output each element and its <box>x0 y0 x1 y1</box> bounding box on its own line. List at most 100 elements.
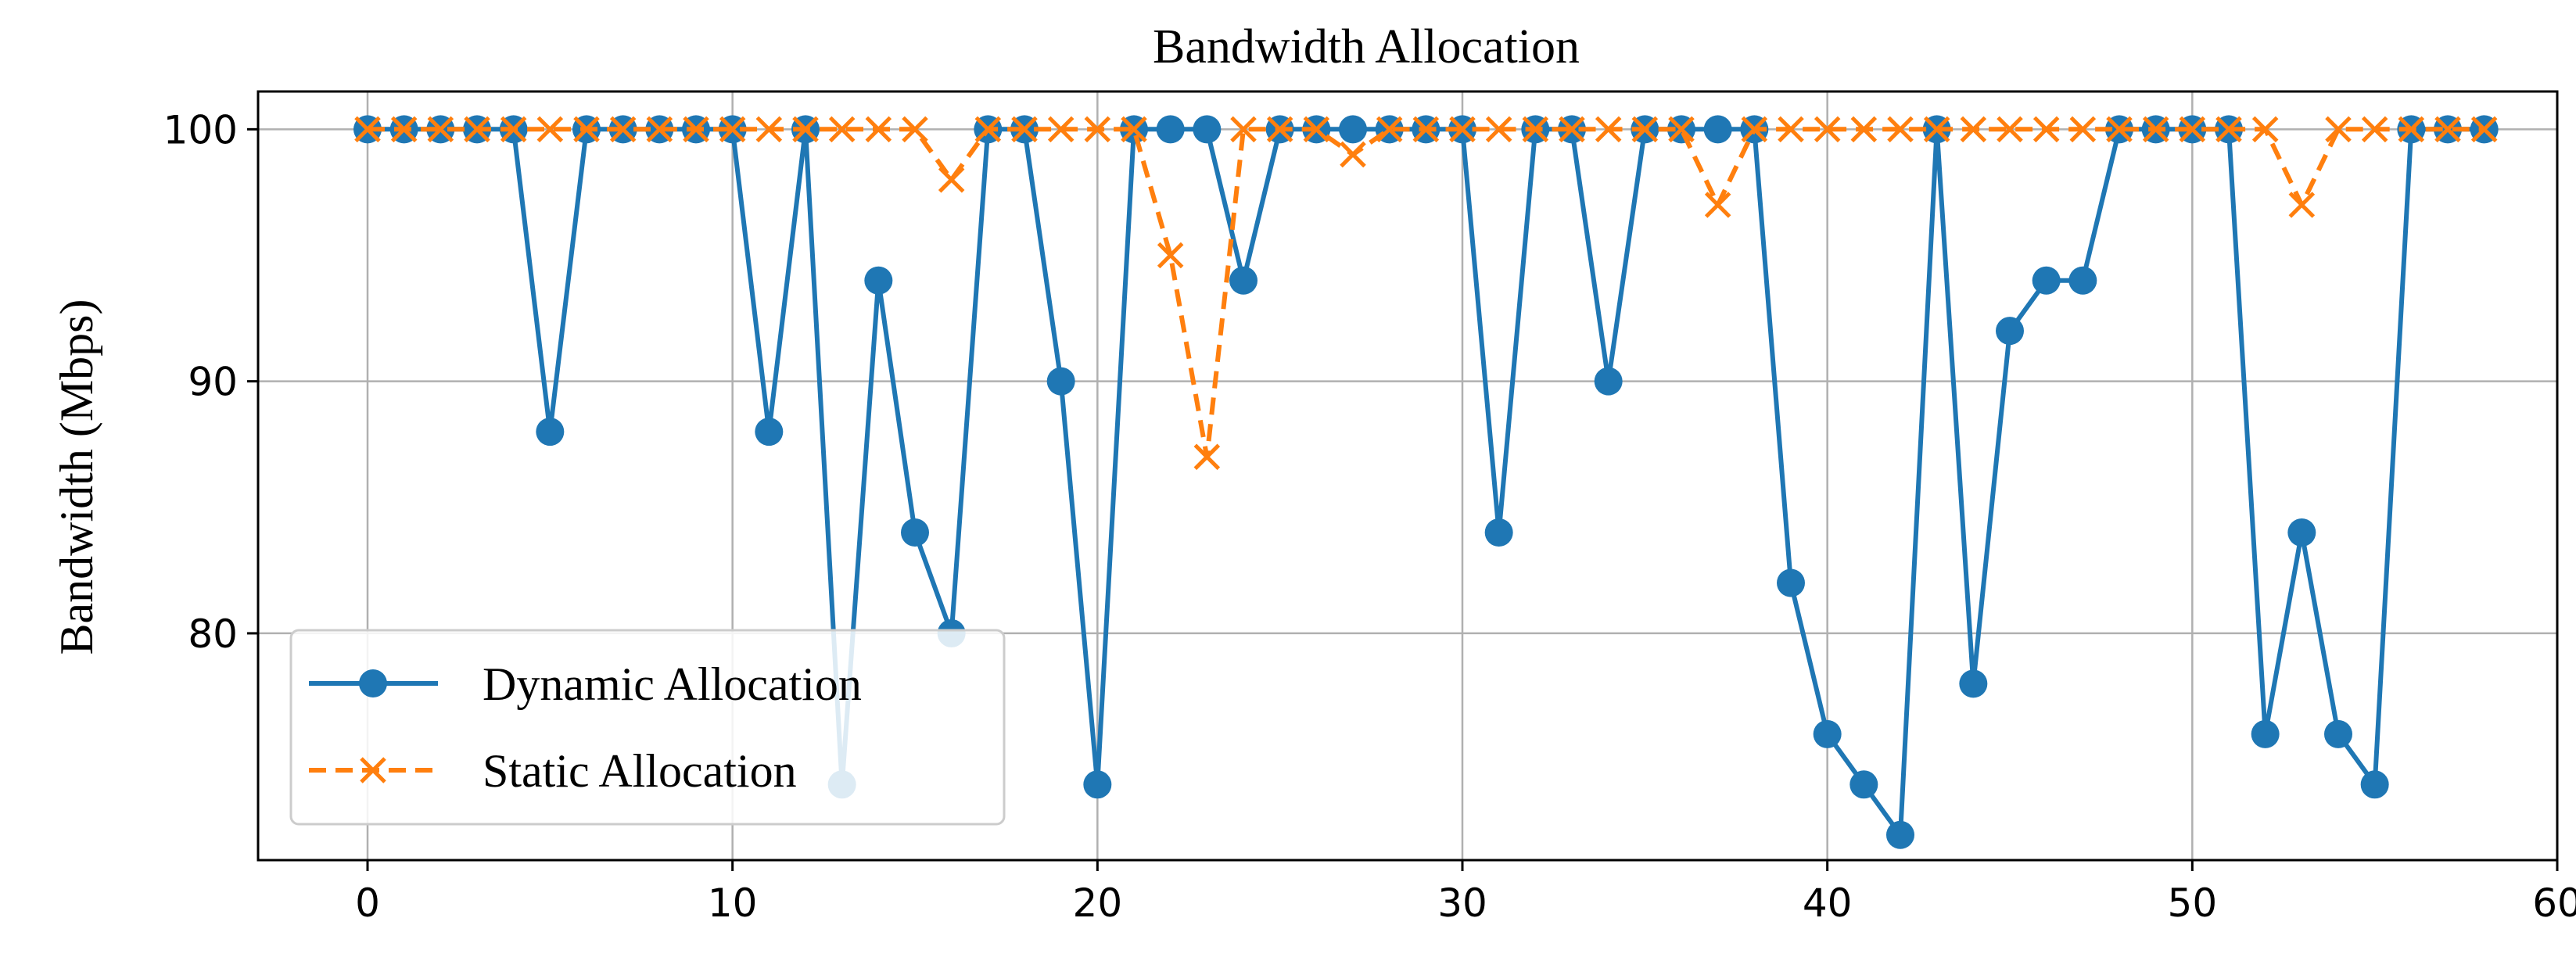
y-tick-label: 100 <box>163 107 238 152</box>
static-allocation-point <box>1887 116 1914 143</box>
static-allocation-point <box>2251 116 2279 143</box>
static-allocation-point <box>2032 116 2060 143</box>
chart-title: Bandwidth Allocation <box>1153 20 1580 74</box>
static-allocation-point <box>573 116 600 143</box>
axis-ticks: 0 10 20 30 40 50 60 80 90 100 <box>163 107 2576 926</box>
static-allocation-series <box>354 116 2498 471</box>
x-tick-label: 50 <box>2168 880 2218 926</box>
legend-dynamic-marker <box>359 669 387 697</box>
static-allocation-point <box>683 116 709 143</box>
static-allocation-point <box>1412 116 1440 143</box>
x-tick-label: 60 <box>2532 880 2576 926</box>
static-allocation-point <box>1266 116 1293 143</box>
y-tick-label: 90 <box>188 360 238 405</box>
y-axis-label: Bandwidth (Mbps) <box>51 299 102 655</box>
static-allocation-point <box>1230 116 1257 143</box>
static-allocation-point <box>938 167 965 193</box>
static-allocation-point <box>1741 116 1768 143</box>
x-tick-label: 30 <box>1437 880 1487 926</box>
static-allocation-point <box>1485 116 1512 143</box>
plot-series <box>353 115 2499 849</box>
static-allocation-point <box>2106 116 2133 143</box>
static-allocation-point <box>1559 116 1585 143</box>
dynamic-allocation-point <box>1083 770 1112 799</box>
dynamic-allocation-point <box>1849 770 1878 799</box>
legend: Dynamic Allocation Static Allocation <box>289 629 1006 826</box>
static-allocation-point <box>902 116 928 143</box>
static-allocation-point <box>1193 443 1221 471</box>
dynamic-allocation-point <box>1886 820 1914 849</box>
static-allocation-point <box>2179 116 2206 143</box>
static-allocation-point <box>2288 192 2316 218</box>
static-allocation-point <box>500 116 527 143</box>
static-allocation-point <box>1997 116 2023 143</box>
static-allocation-point <box>865 116 892 143</box>
static-allocation-point <box>1923 116 1950 143</box>
static-allocation-point <box>1449 116 1476 143</box>
dynamic-allocation-point <box>1813 719 1842 748</box>
dynamic-allocation-point <box>1229 266 1258 295</box>
legend-box <box>289 629 1006 826</box>
static-allocation-point <box>464 116 490 143</box>
static-allocation-point <box>1522 116 1549 143</box>
plot-frame <box>257 90 2559 862</box>
static-allocation-point <box>1047 116 1075 143</box>
dynamic-allocation-point <box>2032 266 2061 295</box>
dynamic-allocation-point <box>2360 770 2389 799</box>
dynamic-allocation-point <box>1046 367 1075 396</box>
dynamic-allocation-point <box>1594 367 1623 396</box>
static-allocation-point <box>2398 116 2425 143</box>
dynamic-allocation-point <box>2324 719 2352 748</box>
y-tick-label: 80 <box>188 611 238 657</box>
static-allocation-point <box>1303 116 1330 143</box>
static-allocation-point <box>719 116 746 143</box>
static-allocation-point <box>1376 116 1403 143</box>
dynamic-allocation-point <box>1156 115 1185 144</box>
x-tick-label: 10 <box>708 880 758 926</box>
static-allocation-point <box>1631 116 1659 143</box>
dynamic-allocation-point <box>1959 669 1988 698</box>
legend-dynamic-label: Dynamic Allocation <box>483 658 862 710</box>
dynamic-allocation-point <box>901 518 929 547</box>
dynamic-allocation-point <box>1339 115 1367 144</box>
static-allocation-point <box>1595 116 1622 143</box>
dynamic-allocation-point <box>1777 568 1805 597</box>
static-allocation-point <box>2142 116 2169 143</box>
dynamic-allocation-point <box>864 266 893 295</box>
static-allocation-point <box>2361 116 2388 143</box>
static-allocation-point <box>792 116 819 143</box>
static-allocation-point <box>1011 116 1038 143</box>
static-allocation-point <box>755 116 783 143</box>
static-allocation-point <box>1960 116 1987 143</box>
static-allocation-point <box>1157 242 1184 269</box>
static-allocation-point <box>2434 116 2461 143</box>
static-allocation-point <box>974 116 1002 143</box>
static-allocation-point <box>646 116 673 143</box>
static-allocation-point <box>1340 141 1366 168</box>
static-allocation-point <box>2470 116 2498 143</box>
legend-static-marker <box>360 757 386 784</box>
dynamic-allocation-point <box>755 418 784 446</box>
dynamic-allocation-point <box>1193 115 1222 144</box>
dynamic-allocation-point <box>1484 518 1513 547</box>
static-allocation-point <box>354 116 381 143</box>
dynamic-allocation-point <box>2068 266 2097 295</box>
dynamic-allocation-point <box>2287 518 2316 547</box>
static-allocation-point <box>1668 116 1695 143</box>
static-allocation-point <box>390 116 418 143</box>
x-tick-label: 40 <box>1803 880 1853 926</box>
static-allocation-point <box>2069 116 2097 143</box>
dynamic-allocation-point <box>1996 317 2024 346</box>
dynamic-allocation-point <box>2251 719 2280 748</box>
x-tick-label: 20 <box>1073 880 1123 926</box>
dynamic-allocation-point <box>1703 115 1732 144</box>
static-allocation-point <box>828 116 856 143</box>
legend-static-label: Static Allocation <box>483 745 797 797</box>
static-allocation-point <box>536 116 564 143</box>
static-allocation-line <box>368 127 2485 460</box>
static-allocation-point <box>1850 116 1878 143</box>
static-allocation-point <box>1121 116 1147 143</box>
static-allocation-point <box>609 116 637 143</box>
static-allocation-point <box>1084 116 1111 143</box>
